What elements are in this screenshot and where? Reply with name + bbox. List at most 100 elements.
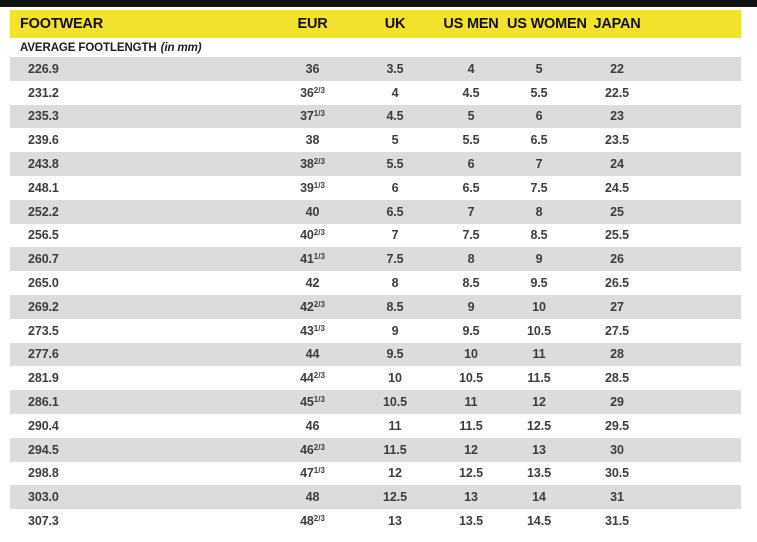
- table-row: 286.1 451/3 10.5 11 12 29: [10, 390, 741, 414]
- table-row: 294.5 462/3 11.5 12 13 30: [10, 437, 741, 462]
- table-cell-us_men: 4: [467, 61, 475, 76]
- table-cell-footlength_mm: 256.5: [28, 228, 59, 243]
- table-cell-us_men: 7.5: [462, 228, 480, 243]
- table-cell-footlength_mm: 281.9: [28, 371, 59, 386]
- table-cell-uk: 4: [391, 85, 399, 100]
- table-subtitle-row: AVERAGE FOOTLENGTH (in mm): [10, 38, 741, 57]
- table-cell-uk: 10: [388, 371, 402, 386]
- table-cell-japan: 22.5: [605, 85, 629, 100]
- table-cell-japan: 26.5: [605, 276, 629, 291]
- table-cell-japan: 30: [610, 442, 624, 457]
- table-cell-eur: 402/3: [300, 228, 325, 243]
- table-cell-us_men: 12: [464, 442, 478, 457]
- table-cell-eur: 48: [305, 490, 320, 505]
- table-cell-us_women: 7: [535, 157, 543, 172]
- column-header-uk: UK: [384, 16, 406, 32]
- table-cell-eur: 442/3: [300, 371, 325, 386]
- fraction-superscript: 1/3: [313, 323, 325, 333]
- table-cell-us_women: 12.5: [527, 418, 551, 433]
- table-cell-footlength_mm: 298.8: [28, 466, 59, 481]
- table-cell-japan: 25: [610, 204, 624, 219]
- fraction-superscript: 1/3: [313, 466, 325, 476]
- column-header-footwear: FOOTWEAR: [20, 16, 103, 32]
- fraction-superscript: 2/3: [313, 371, 325, 381]
- subtitle-label: AVERAGE FOOTLENGTH: [20, 41, 157, 54]
- table-cell-us_men: 9.5: [462, 323, 480, 338]
- table-cell-footlength_mm: 273.5: [28, 323, 59, 338]
- table-cell-footlength_mm: 307.3: [28, 514, 59, 529]
- table-cell-japan: 29.5: [605, 418, 629, 433]
- table-cell-uk: 9: [391, 323, 399, 338]
- table-cell-footlength_mm: 277.6: [28, 347, 59, 362]
- fraction-superscript: 2/3: [313, 442, 325, 452]
- table-cell-us_women: 6.5: [530, 133, 548, 148]
- table-row: 248.1 391/3 6 6.5 7.5 24.5: [10, 175, 741, 200]
- table-cell-us_women: 10.5: [527, 323, 551, 338]
- table-cell-uk: 12: [388, 466, 402, 481]
- table-cell-eur: 411/3: [300, 252, 325, 267]
- table-cell-us_women: 13.5: [527, 466, 551, 481]
- table-row: 231.2 362/3 4 4.5 5.5 22.5: [10, 80, 741, 105]
- table-cell-us_men: 13: [464, 490, 478, 505]
- table-cell-eur: 482/3: [300, 514, 325, 529]
- table-cell-uk: 7: [391, 228, 399, 243]
- table-cell-eur: 371/3: [300, 109, 325, 124]
- table-cell-us_women: 11: [532, 347, 546, 362]
- table-cell-footlength_mm: 286.1: [28, 395, 59, 410]
- table-cell-eur: 46: [305, 418, 320, 433]
- table-row: 235.3 371/3 4.5 5 6 23: [10, 104, 741, 129]
- table-cell-japan: 26: [610, 252, 624, 267]
- table-cell-us_women: 5.5: [530, 85, 548, 100]
- table-cell-uk: 8.5: [386, 299, 404, 314]
- table-cell-japan: 24.5: [605, 180, 629, 195]
- table-cell-us_men: 13.5: [459, 514, 483, 529]
- table-cell-us_men: 5: [467, 109, 475, 124]
- table-row: 307.3 482/3 13 13.5 14.5 31.5: [10, 509, 741, 533]
- table-cell-eur: 422/3: [300, 299, 325, 314]
- column-header-us-men: US MEN: [443, 16, 499, 32]
- subtitle-unit-note: (in mm): [160, 41, 202, 54]
- table-cell-eur: 462/3: [300, 442, 325, 457]
- table-cell-us_men: 10: [464, 347, 478, 362]
- table-cell-uk: 6.5: [386, 204, 404, 219]
- table-cell-uk: 11.5: [383, 442, 407, 457]
- table-row: 303.0 48 12.5 13 14 31: [10, 485, 741, 510]
- table-cell-footlength_mm: 265.0: [28, 276, 59, 291]
- table-cell-uk: 7.5: [386, 252, 404, 267]
- table-cell-japan: 31.5: [605, 514, 629, 529]
- table-cell-japan: 24: [610, 157, 624, 172]
- table-cell-eur: 40: [305, 204, 320, 219]
- table-cell-us_women: 14.5: [527, 514, 551, 529]
- table-cell-us_women: 14: [532, 490, 546, 505]
- fraction-superscript: 1/3: [313, 252, 325, 262]
- table-cell-footlength_mm: 269.2: [28, 299, 59, 314]
- table-cell-footlength_mm: 235.3: [28, 109, 59, 124]
- table-cell-us_men: 7: [467, 204, 475, 219]
- table-cell-eur: 391/3: [300, 180, 325, 195]
- table-cell-footlength_mm: 290.4: [28, 418, 59, 433]
- table-cell-footlength_mm: 226.9: [28, 61, 59, 76]
- table-row: 265.0 42 8 8.5 9.5 26.5: [10, 271, 741, 295]
- table-cell-us_men: 8.5: [462, 276, 480, 291]
- table-cell-us_men: 6: [467, 157, 475, 172]
- table-cell-us_men: 11: [464, 395, 478, 410]
- table-row: 239.6 38 5 5.5 6.5 23.5: [10, 128, 741, 153]
- table-cell-japan: 22: [610, 61, 624, 76]
- table-cell-footlength_mm: 303.0: [28, 490, 59, 505]
- table-cell-us_women: 6: [535, 109, 543, 124]
- table-cell-uk: 12.5: [383, 490, 407, 505]
- table-cell-uk: 5: [391, 133, 399, 148]
- table-cell-uk: 13: [388, 514, 402, 529]
- table-cell-uk: 4.5: [386, 109, 404, 124]
- table-cell-uk: 3.5: [386, 61, 404, 76]
- table-cell-japan: 25.5: [605, 228, 629, 243]
- table-cell-uk: 11: [388, 418, 402, 433]
- table-cell-us_men: 5.5: [462, 133, 480, 148]
- table-row: 290.4 46 11 11.5 12.5 29.5: [10, 413, 741, 438]
- table-row: 252.2 40 6.5 7 8 25: [10, 199, 741, 224]
- table-cell-japan: 28: [610, 347, 624, 362]
- table-cell-eur: 451/3: [300, 395, 325, 410]
- table-cell-uk: 9.5: [386, 347, 404, 362]
- column-header-japan: JAPAN: [593, 16, 641, 32]
